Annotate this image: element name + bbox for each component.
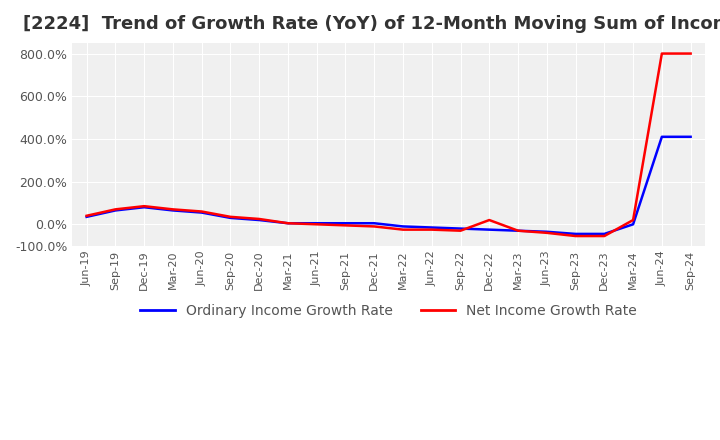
Ordinary Income Growth Rate [428, 225, 436, 230]
Net Income Growth Rate [657, 51, 666, 56]
Ordinary Income Growth Rate [140, 205, 148, 210]
Ordinary Income Growth Rate [255, 217, 264, 223]
Line: Ordinary Income Growth Rate: Ordinary Income Growth Rate [86, 137, 690, 234]
Ordinary Income Growth Rate [485, 227, 494, 232]
Ordinary Income Growth Rate [542, 229, 551, 235]
Net Income Growth Rate [542, 230, 551, 235]
Ordinary Income Growth Rate [514, 228, 523, 233]
Ordinary Income Growth Rate [370, 220, 379, 226]
Legend: Ordinary Income Growth Rate, Net Income Growth Rate: Ordinary Income Growth Rate, Net Income … [135, 299, 643, 324]
Net Income Growth Rate [255, 216, 264, 222]
Net Income Growth Rate [226, 214, 235, 220]
Ordinary Income Growth Rate [168, 208, 177, 213]
Ordinary Income Growth Rate [456, 226, 465, 231]
Net Income Growth Rate [485, 217, 494, 223]
Ordinary Income Growth Rate [284, 220, 292, 226]
Line: Net Income Growth Rate: Net Income Growth Rate [86, 54, 690, 236]
Ordinary Income Growth Rate [341, 220, 350, 226]
Ordinary Income Growth Rate [686, 134, 695, 139]
Ordinary Income Growth Rate [197, 210, 206, 215]
Net Income Growth Rate [284, 220, 292, 226]
Net Income Growth Rate [341, 223, 350, 228]
Net Income Growth Rate [686, 51, 695, 56]
Ordinary Income Growth Rate [571, 231, 580, 237]
Net Income Growth Rate [168, 207, 177, 212]
Net Income Growth Rate [312, 222, 321, 227]
Net Income Growth Rate [571, 233, 580, 238]
Ordinary Income Growth Rate [226, 215, 235, 220]
Net Income Growth Rate [428, 227, 436, 232]
Ordinary Income Growth Rate [111, 208, 120, 213]
Ordinary Income Growth Rate [629, 222, 637, 227]
Net Income Growth Rate [82, 213, 91, 218]
Net Income Growth Rate [140, 204, 148, 209]
Net Income Growth Rate [111, 207, 120, 212]
Ordinary Income Growth Rate [312, 220, 321, 226]
Net Income Growth Rate [600, 233, 608, 238]
Ordinary Income Growth Rate [399, 224, 408, 229]
Ordinary Income Growth Rate [600, 231, 608, 237]
Net Income Growth Rate [197, 209, 206, 214]
Net Income Growth Rate [399, 227, 408, 232]
Title: [2224]  Trend of Growth Rate (YoY) of 12-Month Moving Sum of Incomes: [2224] Trend of Growth Rate (YoY) of 12-… [23, 15, 720, 33]
Net Income Growth Rate [456, 228, 465, 233]
Ordinary Income Growth Rate [657, 134, 666, 139]
Net Income Growth Rate [514, 228, 523, 233]
Ordinary Income Growth Rate [82, 214, 91, 220]
Net Income Growth Rate [370, 224, 379, 229]
Net Income Growth Rate [629, 217, 637, 223]
